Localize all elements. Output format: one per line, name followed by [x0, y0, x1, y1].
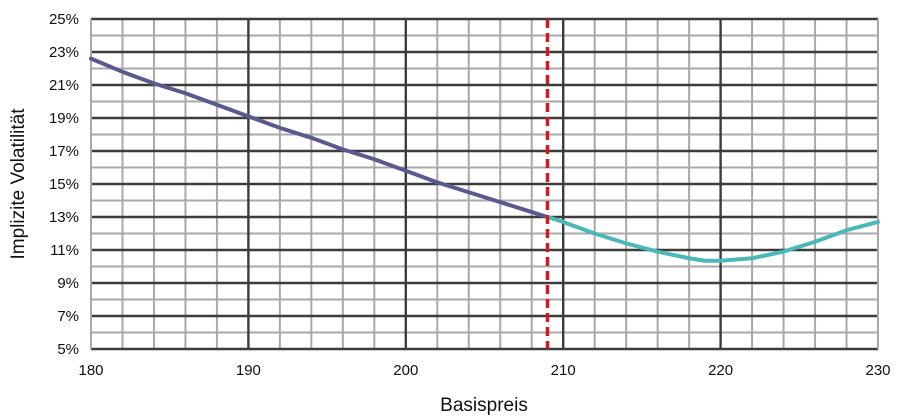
x-tick-label: 190 [236, 362, 261, 379]
y-tick-label: 5% [57, 341, 79, 358]
major-grid [90, 17, 879, 351]
x-tick-label: 200 [393, 362, 418, 379]
x-tick-label: 220 [708, 362, 733, 379]
x-tick-labels: 180 190 200 210 220 230 [78, 362, 890, 379]
y-tick-label: 11% [50, 242, 79, 259]
y-axis-title: Implizite Volatilität [8, 108, 29, 260]
y-tick-label: 15% [49, 176, 79, 193]
x-tick-label: 180 [78, 362, 103, 379]
y-tick-label: 9% [57, 275, 79, 292]
x-tick-label: 230 [865, 362, 890, 379]
y-tick-label: 21% [49, 77, 79, 94]
series-line-2 [545, 215, 880, 263]
x-axis-title: Basispreis [440, 395, 528, 416]
y-tick-label: 13% [49, 209, 79, 226]
y-tick-label: 7% [57, 308, 79, 325]
y-tick-label: 17% [49, 143, 79, 160]
y-tick-label: 23% [49, 44, 79, 61]
y-tick-labels: 5% 7% 9% 11% 13% 15% 17% 19% 21% 23% 25% [49, 11, 79, 358]
x-tick-label: 210 [551, 362, 576, 379]
series-layer [89, 56, 880, 263]
series-line-1 [89, 56, 550, 219]
y-tick-label: 19% [49, 110, 79, 127]
y-tick-label: 25% [49, 11, 79, 28]
